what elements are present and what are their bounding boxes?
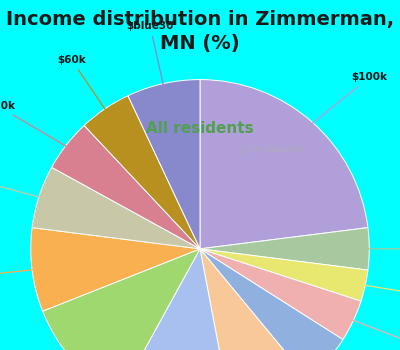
Text: > $200k: > $200k [360,284,400,304]
Text: $150k: $150k [0,101,70,149]
Text: $20k: $20k [348,318,400,350]
Text: Income distribution in Zimmerman,
MN (%): Income distribution in Zimmerman, MN (%) [6,10,394,53]
Wedge shape [200,249,343,350]
Wedge shape [200,228,369,270]
Wedge shape [200,249,361,340]
Wedge shape [128,79,200,249]
Text: $60k: $60k [57,55,108,113]
Wedge shape [200,79,368,249]
Wedge shape [43,249,200,350]
Text: All residents: All residents [146,121,254,136]
Wedge shape [52,125,200,249]
Text: ⓘ City-Data.com: ⓘ City-Data.com [241,145,302,154]
Text: $blue30: $blue30 [126,21,174,89]
Text: $100k: $100k [308,72,387,126]
Wedge shape [32,167,200,249]
Wedge shape [84,96,200,249]
Text: $50k: $50k [0,172,44,198]
Wedge shape [118,249,232,350]
Wedge shape [31,228,200,311]
Text: $75k: $75k [0,269,38,283]
Text: $10k: $10k [364,244,400,254]
Wedge shape [200,249,308,350]
Wedge shape [200,249,368,301]
